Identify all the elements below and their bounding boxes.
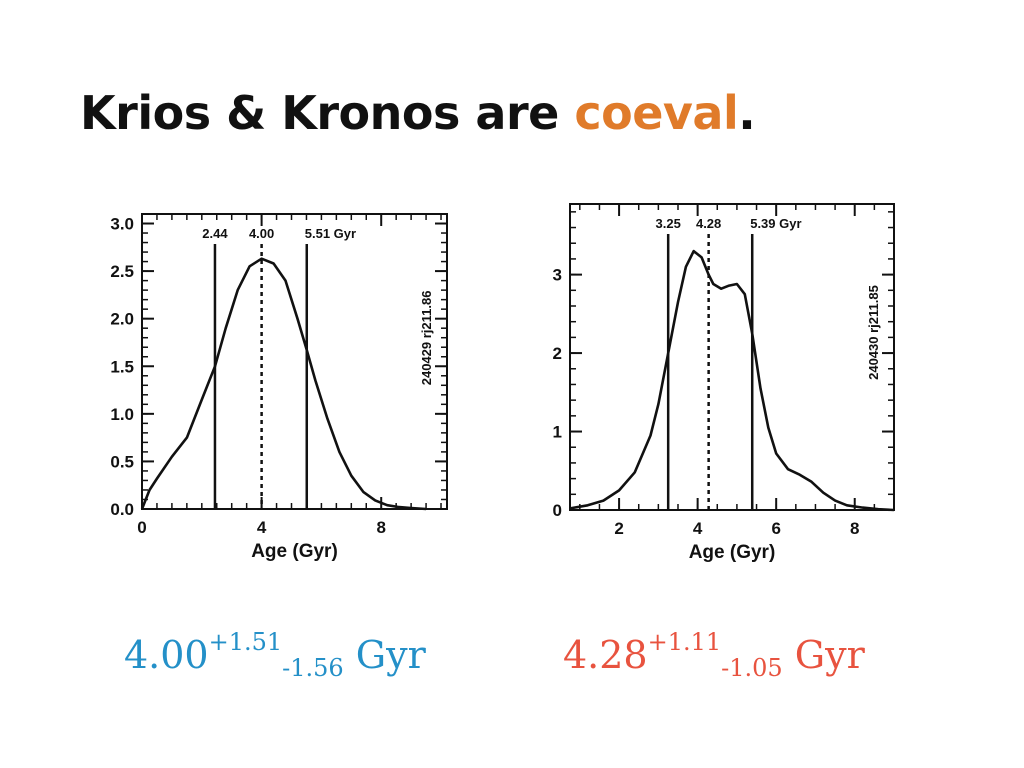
x-tick-label: 2: [614, 519, 623, 538]
y-tick-label: 2.5: [110, 262, 134, 281]
y-tick-label: 2.0: [110, 310, 134, 329]
x-axis-label: Age (Gyr): [689, 542, 776, 563]
result-value: 4.28: [563, 633, 648, 677]
vline-label: 4.00: [249, 226, 274, 241]
vline-label: 5.39 Gyr: [750, 216, 801, 231]
title-main: Krios & Kronos are: [80, 86, 575, 140]
probability-curve-0: [140, 257, 427, 511]
chart-annotation: 240429 rj211.86: [419, 291, 434, 386]
x-tick-label: 4: [693, 519, 703, 538]
y-tick-label: 0.5: [110, 452, 134, 471]
vline-label: 4.28: [696, 216, 721, 231]
plot-frame: [569, 203, 895, 511]
y-tick-label: 2: [553, 344, 562, 363]
probability-curve-0: [569, 249, 895, 512]
y-tick-label: 1.5: [110, 357, 134, 376]
plot-frame: [141, 213, 448, 510]
title-accent: coeval: [574, 86, 739, 140]
vline-label: 5.51 Gyr: [305, 226, 356, 241]
result-unit: Gyr: [782, 633, 865, 677]
x-axis-label: Age (Gyr): [251, 541, 338, 562]
result-minus-error: -1.05: [721, 654, 783, 682]
vline-label: 2.44: [202, 226, 228, 241]
y-tick-label: 1.0: [110, 405, 134, 424]
x-tick-label: 4: [257, 518, 267, 537]
y-tick-label: 0: [553, 501, 562, 520]
y-tick-label: 0.0: [110, 500, 134, 519]
slide-title: Krios & Kronos are coeval.: [80, 86, 756, 140]
age-result-right: 4.28+1.11-1.05 Gyr: [563, 628, 865, 682]
result-plus-error: +1.11: [647, 628, 722, 656]
x-tick-label: 8: [376, 518, 385, 537]
result-plus-error: +1.51: [208, 628, 283, 656]
y-tick-label: 3: [553, 266, 562, 285]
x-tick-label: 6: [771, 519, 780, 538]
chart-annotation: 240430 rj211.85: [866, 285, 881, 380]
vline-label: 3.25: [656, 216, 681, 231]
age-distribution-chart-left: 0 4 8 0.0 0.5 1.0 1.5 2.0 2.5 3.0 Age (Gyr) 2.44 4.0…: [110, 213, 448, 562]
x-tick-label: 0: [137, 518, 146, 537]
age-distribution-chart-right: 2 4 6 8 0 1 2 3 Age (Gyr) 3.25 4.28 5.39 Gyr 240430 …: [553, 203, 895, 563]
result-unit: Gyr: [343, 633, 426, 677]
result-minus-error: -1.56: [282, 654, 344, 682]
x-tick-label: 8: [850, 519, 859, 538]
y-tick-label: 1: [553, 423, 562, 442]
y-tick-label: 3.0: [110, 215, 134, 234]
result-value: 4.00: [124, 633, 209, 677]
age-result-left: 4.00+1.51-1.56 Gyr: [124, 628, 426, 682]
title-end: .: [738, 86, 756, 140]
